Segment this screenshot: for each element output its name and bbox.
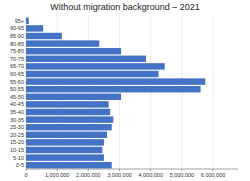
y-tick-label: 90-95 [10, 25, 24, 31]
bar [26, 132, 107, 138]
bar [26, 18, 29, 24]
title: Without migration background – 2021 [50, 2, 200, 12]
x-axis [26, 169, 238, 170]
bar [26, 101, 109, 107]
y-tick-label: 10-15 [10, 147, 24, 153]
bar [26, 78, 205, 84]
y-tick-label: 50-55 [10, 86, 24, 92]
bar [26, 71, 159, 77]
y-tick-label: 25-30 [10, 124, 24, 130]
x-tick-label: 6,000,000 [201, 172, 225, 178]
y-tick-label: 65-70 [10, 63, 24, 69]
y-tick-label: 60-65 [10, 71, 24, 77]
x-tick-label: 3,000,000 [107, 172, 131, 178]
bar [26, 48, 121, 54]
x-tick-label: 0 [24, 172, 27, 178]
bar [26, 33, 62, 39]
bars [26, 18, 205, 169]
y-tick-label: 30-35 [10, 117, 24, 123]
y-tick-label: 75-80 [10, 48, 24, 54]
y-tick-label: 20-25 [10, 132, 24, 138]
y-tick-label: 5-10 [13, 155, 24, 161]
chart: Without migration background – 2021 0 1,00… [0, 0, 250, 181]
bar [26, 25, 43, 31]
y-tick-label: 95+ [15, 18, 24, 24]
grid [26, 17, 213, 169]
bar [26, 116, 113, 122]
y-tick-label: 35-40 [10, 109, 24, 115]
bar [26, 154, 104, 160]
bar [26, 86, 201, 92]
bar [26, 162, 112, 168]
x-tick-label: 4,000,000 [138, 172, 162, 178]
x-tick-label: 5,000,000 [170, 172, 194, 178]
y-tick-label: 85-90 [10, 33, 24, 39]
y-tick-label: 15-20 [10, 139, 24, 145]
x-tick-label: 1,000,000 [45, 172, 69, 178]
grid-line [181, 17, 182, 169]
bar [26, 94, 121, 100]
bar [26, 139, 104, 145]
grid-line [150, 17, 151, 169]
y-tick-label: 55-60 [10, 79, 24, 85]
grid-line [26, 17, 27, 169]
bar [26, 109, 110, 115]
y-tick-label: 40-45 [10, 101, 24, 107]
bar [26, 63, 165, 69]
y-tick-label: 45-50 [10, 94, 24, 100]
y-tick-label: 0-5 [16, 162, 24, 168]
y-tick-label: 70-75 [10, 56, 24, 62]
grid-line [213, 17, 214, 169]
y-tick-label: 80-85 [10, 41, 24, 47]
bar [26, 124, 112, 130]
bar [26, 147, 102, 153]
bar [26, 56, 146, 62]
bar [26, 40, 99, 46]
grid-line [57, 17, 58, 169]
grid-line [119, 17, 120, 169]
x-tick-label: 2,000,000 [76, 172, 100, 178]
grid-line [88, 17, 89, 169]
